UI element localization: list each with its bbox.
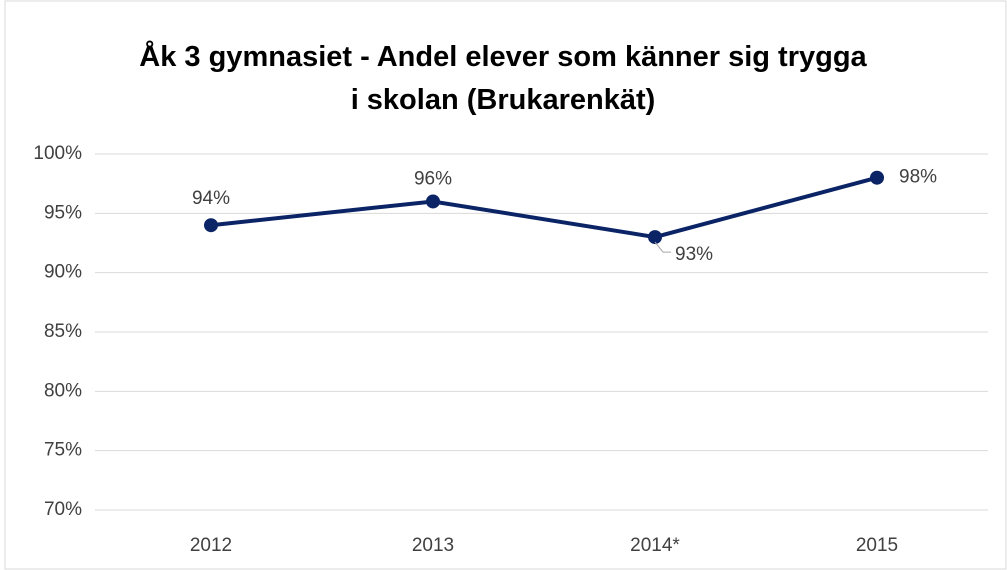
y-tick-label: 75% [44,440,82,461]
x-tick-label: 2012 [190,535,232,556]
y-tick-label: 100% [33,143,82,164]
y-tick-label: 90% [44,262,82,283]
data-label: 96% [414,168,452,189]
leader-line [654,241,671,253]
point [204,218,218,233]
line [210,175,878,240]
y-tick-label: 85% [44,321,82,342]
chart-border [4,0,1007,570]
chart-title: Åk 3 gymnasiet - Andel elever som känner… [139,41,867,116]
y-tick-label: 70% [44,499,82,520]
data-label: 93% [675,244,713,265]
x-tick-label: 2013 [412,535,454,556]
data-label: 94% [192,188,230,209]
point [426,194,440,209]
x-tick-label: 2014* [630,535,680,556]
y-tick-label: 80% [44,380,82,401]
point [648,230,662,245]
point [870,170,884,185]
x-tick-label: 2015 [856,535,898,556]
y-tick-label: 95% [44,202,82,223]
data-label: 98% [899,167,937,188]
